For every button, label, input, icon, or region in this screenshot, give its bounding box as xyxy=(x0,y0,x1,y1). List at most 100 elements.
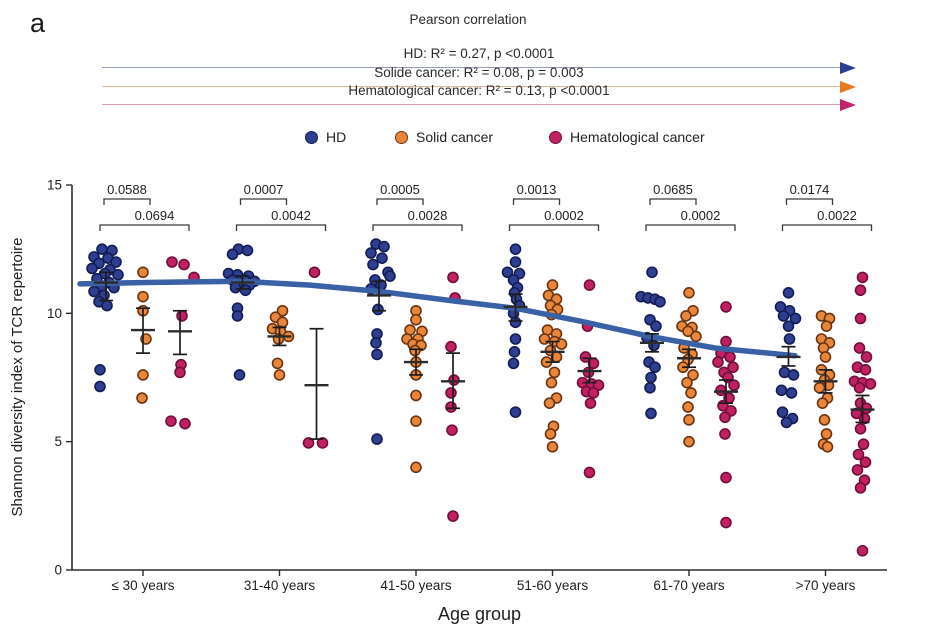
data-point xyxy=(683,286,695,299)
data-point xyxy=(241,244,254,257)
sig-bracket-top xyxy=(512,198,561,205)
data-point xyxy=(410,461,422,474)
hd-correlation-line xyxy=(102,67,840,68)
data-point xyxy=(548,366,561,379)
data-point xyxy=(448,374,460,386)
data-point xyxy=(316,437,329,449)
data-point xyxy=(680,310,692,322)
data-point xyxy=(555,338,568,350)
legend-item-hematological-cancer: Hematological cancer xyxy=(549,129,705,145)
x-tick-label: 31-40 years xyxy=(244,578,316,593)
data-point xyxy=(276,304,289,317)
data-point xyxy=(720,471,732,484)
hematological-correlation-line xyxy=(102,104,840,105)
data-point xyxy=(271,357,284,370)
right-arrowhead-icon xyxy=(840,61,856,74)
data-point xyxy=(370,337,382,349)
right-arrowhead-icon xyxy=(840,80,856,93)
y-tick-label: 10 xyxy=(47,306,62,321)
p-value-bottom: 0.0002 xyxy=(544,208,584,223)
data-point xyxy=(94,380,106,393)
sig-bracket-top xyxy=(649,198,697,205)
data-point xyxy=(174,366,186,379)
y-axis-title: Shannon diversity index of TCR repertoir… xyxy=(9,237,26,516)
data-point xyxy=(857,438,870,451)
data-point xyxy=(782,286,795,299)
data-point xyxy=(583,466,596,479)
sig-bracket-bottom xyxy=(235,224,327,231)
data-point xyxy=(367,258,379,271)
data-point xyxy=(410,313,422,326)
data-point xyxy=(854,284,867,297)
data-point xyxy=(712,356,724,368)
data-point xyxy=(645,407,657,420)
data-point xyxy=(720,516,732,529)
solid-correlation-line xyxy=(102,86,840,87)
data-point xyxy=(136,392,148,404)
data-point xyxy=(860,351,873,363)
data-point xyxy=(856,544,869,557)
p-value-top: 0.0013 xyxy=(517,182,557,197)
data-point xyxy=(682,325,694,338)
x-tick-label: ≤ 30 years xyxy=(112,578,175,593)
p-value-bottom: 0.0002 xyxy=(681,208,721,223)
data-point xyxy=(179,417,191,430)
data-point xyxy=(645,371,657,384)
sig-bracket-top xyxy=(239,198,288,205)
data-point xyxy=(818,414,831,426)
hd-dot-icon xyxy=(305,130,318,144)
data-point xyxy=(543,397,556,409)
sig-bracket-bottom xyxy=(372,224,463,231)
data-point xyxy=(851,464,864,476)
p-value-top: 0.0588 xyxy=(107,182,147,197)
data-point xyxy=(410,415,422,427)
data-point xyxy=(821,440,834,453)
data-point xyxy=(447,271,459,284)
data-point xyxy=(785,387,798,399)
data-point xyxy=(509,243,522,255)
p-value-top: 0.0007 xyxy=(244,182,284,197)
data-point xyxy=(816,397,829,409)
data-point xyxy=(308,266,321,279)
solid-cancer-dot-icon xyxy=(395,130,408,144)
data-point xyxy=(813,381,826,394)
pearson-annotation-hematological-label: Hematological cancer: R² = 0.13, p <0.00… xyxy=(348,83,610,98)
data-point xyxy=(94,363,106,376)
data-point xyxy=(110,256,122,268)
data-point xyxy=(96,243,108,255)
data-point xyxy=(582,366,595,379)
data-point xyxy=(853,342,866,354)
right-arrowhead-icon xyxy=(840,98,856,111)
data-point xyxy=(775,384,788,397)
data-point xyxy=(112,269,124,281)
data-point xyxy=(371,433,383,445)
data-point xyxy=(509,256,522,268)
panel-label: a xyxy=(30,8,46,38)
data-point xyxy=(371,348,383,361)
data-point xyxy=(690,330,702,343)
pearson-annotation-solid: Solide cancer: R² = 0.08, p = 0.003 xyxy=(102,65,856,93)
data-point xyxy=(226,248,239,261)
data-point xyxy=(445,401,457,413)
legend-item-hd: HD xyxy=(305,129,346,145)
pearson-annotation-hematological: Hematological cancer: R² = 0.13, p <0.00… xyxy=(102,83,856,111)
data-point xyxy=(719,428,731,440)
data-point xyxy=(854,312,867,325)
sig-bracket-bottom xyxy=(99,224,190,231)
sig-bracket-top xyxy=(376,198,424,205)
sig-bracket-bottom xyxy=(645,224,736,231)
data-point xyxy=(538,333,551,345)
data-point xyxy=(783,333,796,345)
pearson-annotation-hd: HD: R² = 0.27, p <0.0001 xyxy=(102,46,856,74)
data-point xyxy=(545,376,558,389)
x-tick-label: >70 years xyxy=(796,578,856,593)
data-point xyxy=(854,482,867,494)
data-point xyxy=(789,312,802,325)
data-point xyxy=(546,440,559,453)
x-tick-label: 41-50 years xyxy=(380,578,452,593)
data-point xyxy=(86,262,98,275)
data-point xyxy=(583,279,596,291)
axes xyxy=(71,185,887,571)
x-tick-label: 51-60 years xyxy=(517,578,589,593)
